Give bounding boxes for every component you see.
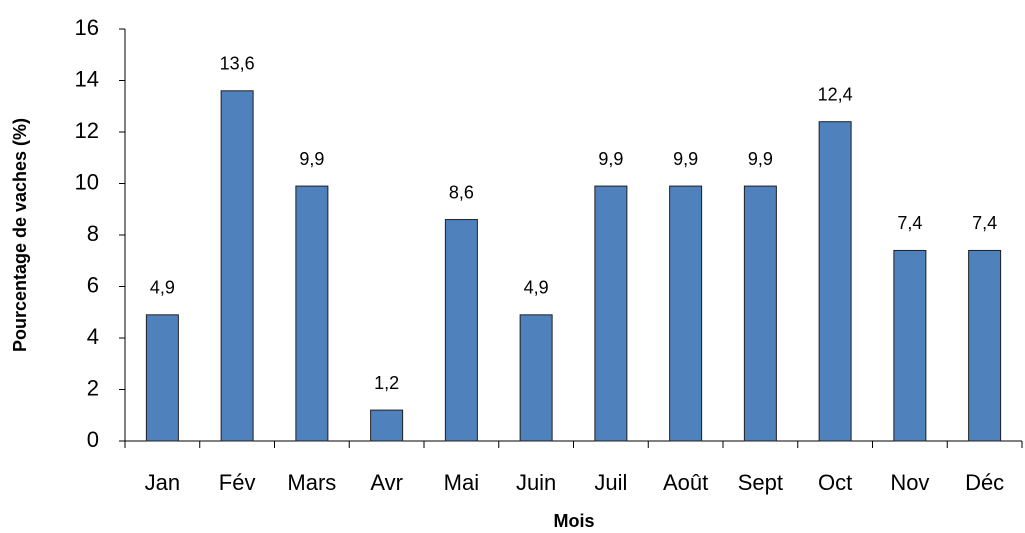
bar: [743, 185, 777, 442]
bar: [519, 314, 553, 442]
y-tick-label: 8: [87, 221, 99, 246]
value-label: 9,9: [598, 149, 623, 169]
bar: [594, 185, 628, 442]
value-label: 8,6: [449, 182, 474, 202]
y-tick-label: 16: [75, 15, 99, 40]
bar: [220, 90, 254, 442]
x-tick-label: Nov: [890, 470, 929, 495]
x-tick-label: Juil: [594, 470, 627, 495]
x-tick-label: Déc: [965, 470, 1004, 495]
y-axis-title: Pourcentage de vaches (%): [10, 118, 30, 352]
y-tick-label: 6: [87, 272, 99, 297]
value-label: 7,4: [897, 213, 922, 233]
y-tick-label: 0: [87, 427, 99, 452]
x-axis-title: Mois: [553, 511, 594, 531]
bar: [444, 219, 478, 442]
x-tick-label: Fév: [219, 470, 256, 495]
value-label: 1,2: [374, 373, 399, 393]
value-label: 7,4: [972, 213, 997, 233]
x-tick-label: Août: [663, 470, 708, 495]
y-tick-label: 2: [87, 375, 99, 400]
y-tick-label: 10: [75, 169, 99, 194]
bar: [669, 185, 703, 442]
x-tick-label: Oct: [818, 470, 852, 495]
x-tick-label: Avr: [370, 470, 403, 495]
y-tick-label: 14: [75, 66, 99, 91]
value-label: 9,9: [299, 149, 324, 169]
value-label: 9,9: [748, 149, 773, 169]
bar: [818, 121, 852, 442]
bar: [893, 249, 927, 442]
x-tick-label: Mai: [444, 470, 479, 495]
x-tick-label: Juin: [516, 470, 556, 495]
bar: [295, 185, 329, 442]
value-label: 12,4: [818, 84, 853, 104]
value-label: 9,9: [673, 149, 698, 169]
x-tick-label: Mars: [287, 470, 336, 495]
value-label: 4,9: [150, 278, 175, 298]
x-tick-label: Sept: [738, 470, 783, 495]
bar: [370, 409, 404, 442]
x-tick-label: Jan: [145, 470, 180, 495]
y-tick-label: 4: [87, 324, 99, 349]
value-label: 13,6: [220, 54, 255, 74]
bar: [968, 249, 1002, 442]
y-tick-label: 12: [75, 118, 99, 143]
value-label: 4,9: [524, 278, 549, 298]
bar: [145, 314, 179, 442]
